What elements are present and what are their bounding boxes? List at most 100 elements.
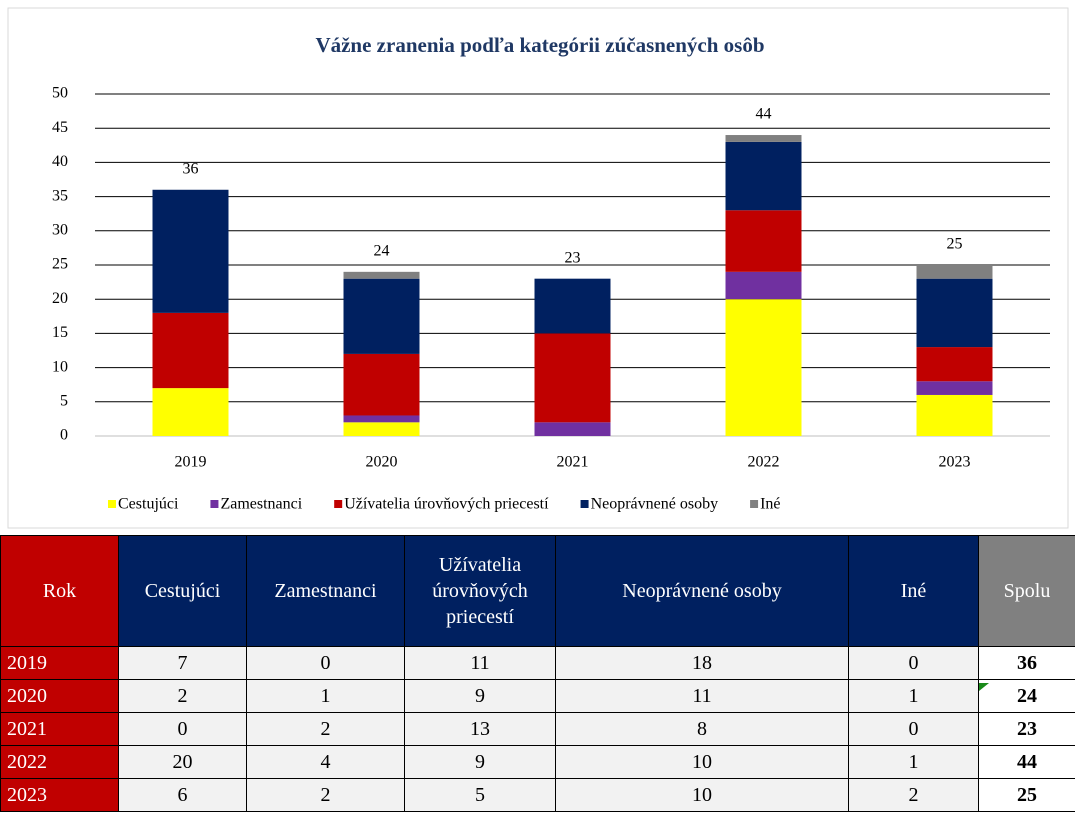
- y-tick-label: 45: [52, 119, 68, 136]
- table-cell: 1: [848, 679, 979, 713]
- chart: Vážne zranenia podľa kategórii zúčasnený…: [7, 7, 1069, 529]
- legend-label: Neoprávnené osoby: [591, 496, 719, 513]
- x-tick-label: 2022: [748, 454, 780, 471]
- data-table: Rok Cestujúci Zamestnanci Užívatelia úrovňo…: [0, 535, 1075, 812]
- total-label: 44: [756, 106, 772, 123]
- table-row: 2021 0 2 13 8 0 23: [0, 712, 1075, 746]
- table-cell: 2: [118, 679, 247, 713]
- bar-segment: [725, 299, 802, 436]
- bar-segment: [916, 381, 993, 395]
- bar-segment: [725, 135, 802, 142]
- header-cell: Cestujúci: [118, 535, 247, 647]
- x-tick-label: 2020: [366, 454, 398, 471]
- table-cell: 36: [978, 646, 1075, 680]
- x-tick-label: 2019: [175, 454, 207, 471]
- y-tick-label: 30: [52, 221, 68, 238]
- table-cell: 7: [118, 646, 247, 680]
- table-cell: 2020: [0, 679, 119, 713]
- bar-segment: [916, 394, 993, 436]
- table-cell: 10: [555, 778, 849, 812]
- y-tick-label: 5: [60, 392, 68, 409]
- table-cell: 11: [555, 679, 849, 713]
- legend-label: Užívatelia úrovňových priecestí: [344, 496, 549, 513]
- table-cell: 2022: [0, 745, 119, 779]
- table-cell: 2: [246, 778, 405, 812]
- table-cell: 13: [404, 712, 556, 746]
- bar-segment: [534, 278, 611, 334]
- header-cell: Neoprávnené osoby: [555, 535, 849, 647]
- header-cell: Spolu: [978, 535, 1075, 647]
- table-cell: 9: [404, 745, 556, 779]
- table-row: 2023 6 2 5 10 2 25: [0, 778, 1075, 812]
- table-cell: 2: [848, 778, 979, 812]
- table-cell: 10: [555, 745, 849, 779]
- table-row: 2022 20 4 9 10 1 44: [0, 745, 1075, 779]
- y-tick-label: 15: [52, 324, 68, 341]
- table-row: 2019 7 0 11 18 0 36: [0, 646, 1075, 680]
- table-cell: 8: [555, 712, 849, 746]
- y-tick-label: 40: [52, 153, 68, 170]
- table-cell: 0: [848, 712, 979, 746]
- table-cell: 18: [555, 646, 849, 680]
- legend-swatch: [108, 500, 116, 508]
- bar-segment: [916, 278, 993, 348]
- x-tick-label: 2023: [939, 454, 971, 471]
- table-cell: 2019: [0, 646, 119, 680]
- table-cell: 23: [978, 712, 1075, 746]
- total-label: 23: [565, 249, 581, 266]
- bar-segment: [725, 141, 802, 211]
- chart-title: Vážne zranenia podľa kategórii zúčasnený…: [315, 33, 764, 57]
- total-label: 24: [374, 243, 390, 260]
- table-cell: 0: [118, 712, 247, 746]
- table-cell: 25: [978, 778, 1075, 812]
- header-cell: Iné: [848, 535, 979, 647]
- table-cell: 0: [848, 646, 979, 680]
- table-cell: 24: [978, 679, 1075, 713]
- y-tick-label: 35: [52, 187, 68, 204]
- bar-segment: [534, 333, 611, 423]
- table-cell: 9: [404, 679, 556, 713]
- table-cell: 2021: [0, 712, 119, 746]
- header-cell: Zamestnanci: [246, 535, 405, 647]
- bar-segment: [534, 422, 611, 436]
- y-tick-label: 0: [60, 427, 68, 444]
- bar-segment: [152, 189, 229, 313]
- total-label: 25: [947, 236, 963, 253]
- bar-segment: [916, 265, 993, 279]
- bar-segment: [343, 422, 420, 436]
- table-cell: 0: [246, 646, 405, 680]
- table-cell: 2: [246, 712, 405, 746]
- table-cell: 5: [404, 778, 556, 812]
- x-tick-label: 2021: [557, 454, 589, 471]
- table-cell: 2023: [0, 778, 119, 812]
- bar-segment: [725, 271, 802, 300]
- total-label: 36: [183, 160, 199, 177]
- y-tick-label: 25: [52, 256, 68, 273]
- y-tick-label: 10: [52, 358, 68, 375]
- bar-segment: [152, 388, 229, 436]
- legend-swatch: [334, 500, 343, 508]
- header-cell: Užívatelia úrovňových priecestí: [404, 535, 556, 647]
- bar-segment: [343, 278, 420, 354]
- table-cell: 1: [848, 745, 979, 779]
- table-cell: 11: [404, 646, 556, 680]
- legend-label: Cestujúci: [118, 496, 179, 513]
- bar-segment: [343, 353, 420, 416]
- legend-swatch: [210, 500, 219, 508]
- header-cell: Rok: [0, 535, 119, 647]
- table-cell: 1: [246, 679, 405, 713]
- table-cell: 20: [118, 745, 247, 779]
- y-tick-label: 50: [52, 85, 68, 102]
- table-cell: 6: [118, 778, 247, 812]
- cell-marker: [979, 683, 989, 691]
- bar-segment: [343, 415, 420, 423]
- bar-segment: [343, 271, 420, 279]
- header-row: Rok Cestujúci Zamestnanci Užívatelia úrovňo…: [0, 535, 1075, 647]
- table-row: 2020 2 1 9 11 1 24: [0, 679, 1075, 713]
- bar-segment: [916, 347, 993, 382]
- bar-segment: [725, 210, 802, 272]
- legend-swatch: [580, 500, 589, 508]
- table-cell: 4: [246, 745, 405, 779]
- legend-label: Zamestnanci: [220, 496, 302, 513]
